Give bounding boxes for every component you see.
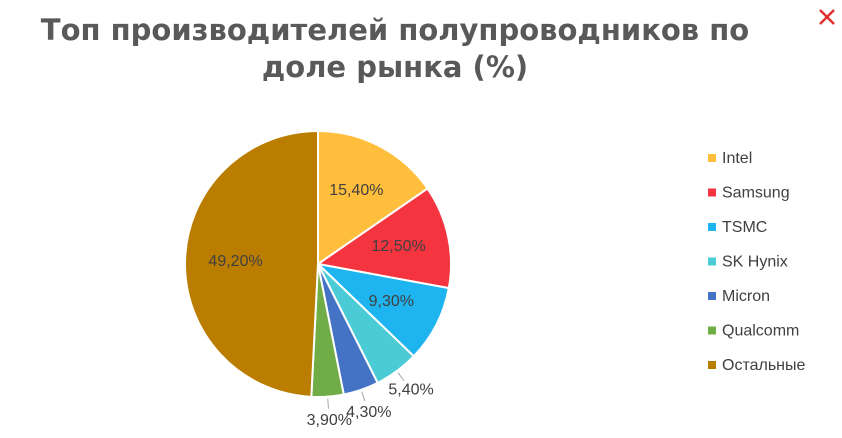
- legend-label: Остальные: [722, 357, 806, 374]
- legend-swatch: [708, 223, 716, 231]
- data-label: 12,50%: [372, 238, 426, 255]
- legend-label: Micron: [722, 288, 770, 305]
- legend-label: SK Hynix: [722, 254, 788, 271]
- leader-line: [397, 372, 405, 382]
- data-label: 49,20%: [208, 253, 262, 270]
- data-label: 4,30%: [346, 404, 391, 421]
- chart-title: Топ производителей полупроводников по до…: [40, 13, 750, 84]
- leader-line: [361, 391, 366, 402]
- legend-label: TSMC: [722, 219, 767, 236]
- data-label: 15,40%: [329, 182, 383, 199]
- pie-slice: [315, 187, 452, 290]
- pie-slice: [317, 129, 429, 266]
- legend-swatch: [708, 154, 716, 162]
- pie-slice: [184, 129, 319, 398]
- close-button[interactable]: [819, 9, 835, 25]
- legend-swatch: [708, 361, 716, 369]
- legend-swatch: [708, 188, 716, 197]
- legend-swatch: [708, 257, 716, 266]
- legend-swatch: [708, 292, 716, 300]
- data-label: 9,30%: [369, 293, 414, 310]
- data-label: 5,40%: [388, 382, 433, 399]
- legend-label: Qualcomm: [722, 323, 799, 340]
- leader-line: [327, 398, 329, 409]
- legend-swatch: [708, 326, 716, 335]
- legend-label: Samsung: [722, 185, 790, 202]
- pie-slice: [314, 262, 450, 358]
- data-label: 3,90%: [307, 412, 352, 429]
- legend-label: Intel: [722, 150, 752, 167]
